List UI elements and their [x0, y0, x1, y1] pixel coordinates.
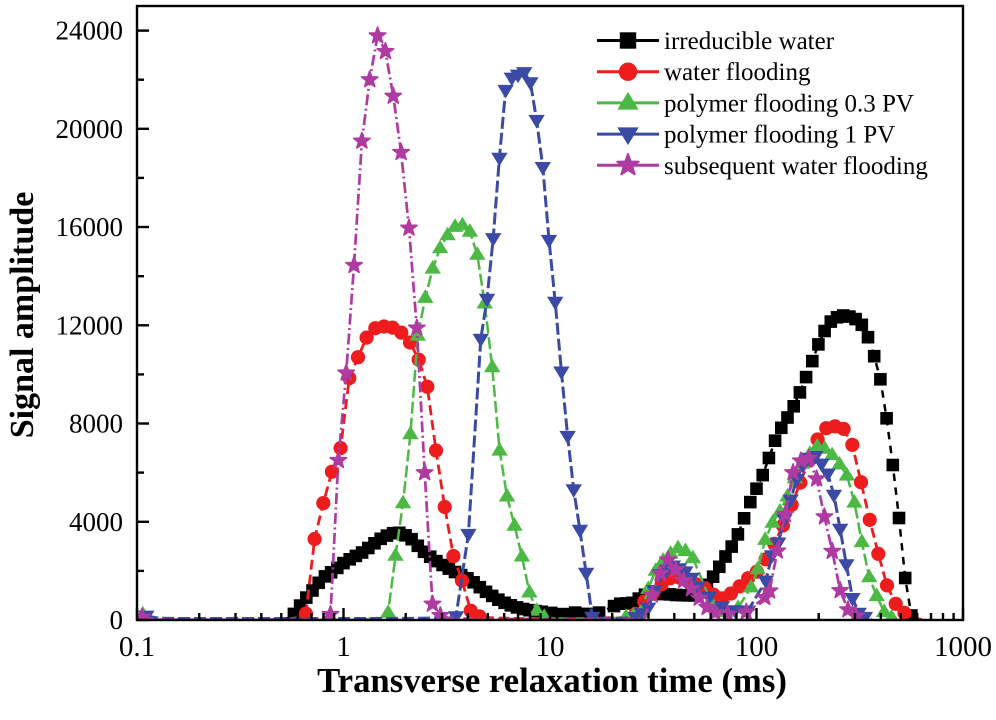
svg-text:Signal amplitude: Signal amplitude	[4, 192, 41, 439]
svg-text:100: 100	[735, 631, 779, 663]
svg-text:subsequent water flooding: subsequent water flooding	[664, 153, 928, 180]
svg-text:polymer flooding 0.3 PV: polymer flooding 0.3 PV	[664, 90, 914, 117]
svg-text:4000: 4000	[69, 507, 123, 537]
svg-text:10: 10	[536, 631, 565, 663]
svg-text:water flooding: water flooding	[664, 59, 811, 86]
svg-text:20000: 20000	[56, 114, 124, 144]
svg-text:Transverse relaxation time (ms: Transverse relaxation time (ms)	[317, 661, 787, 700]
svg-text:irreducible water: irreducible water	[664, 28, 835, 55]
svg-text:0.1: 0.1	[119, 631, 155, 663]
svg-text:16000: 16000	[56, 212, 124, 242]
svg-text:1000: 1000	[934, 631, 992, 663]
svg-text:12000: 12000	[56, 310, 124, 340]
svg-text:8000: 8000	[69, 409, 123, 439]
svg-text:0: 0	[110, 605, 124, 635]
svg-text:1: 1	[336, 631, 351, 663]
svg-text:24000: 24000	[56, 16, 124, 46]
svg-text:polymer flooding 1 PV: polymer flooding 1 PV	[664, 122, 895, 149]
